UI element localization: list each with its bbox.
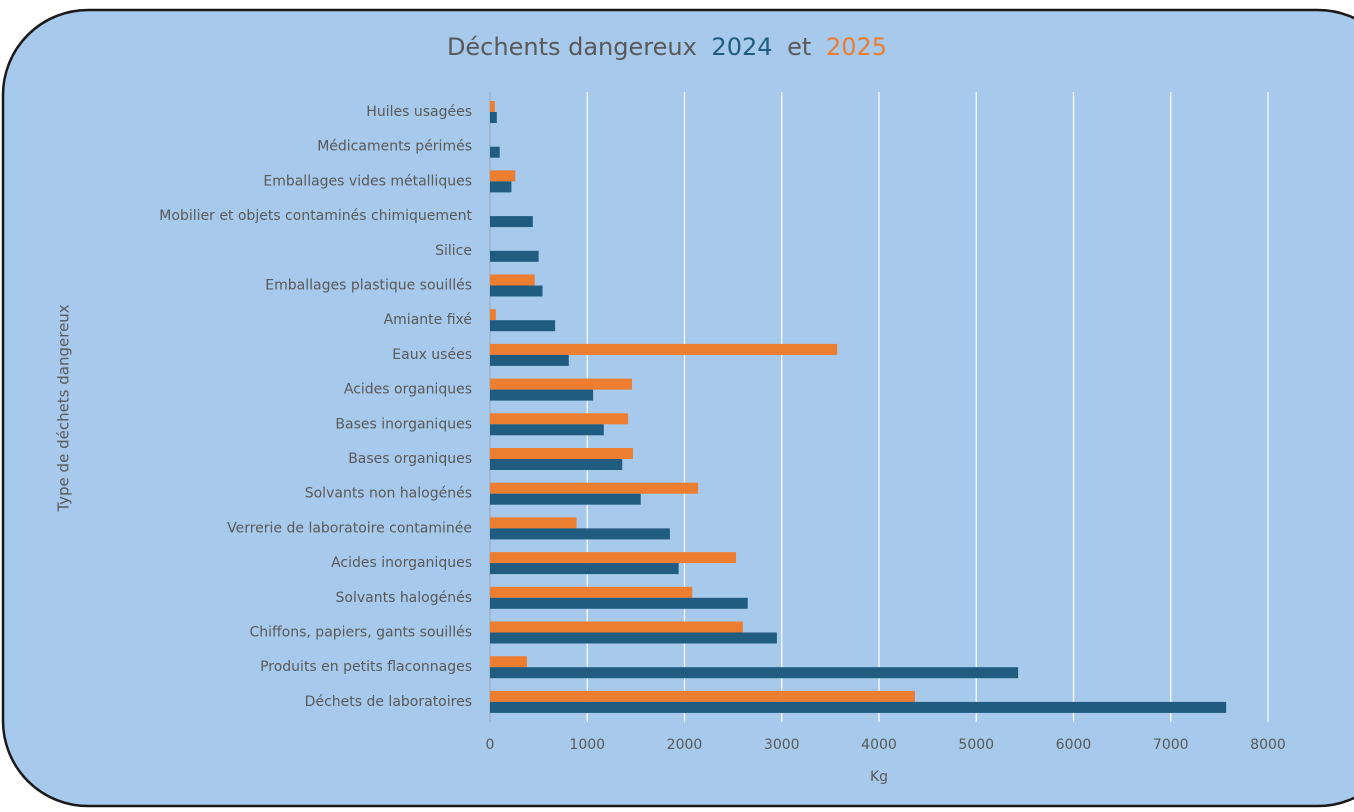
y-tick-label: Amiante fixé	[384, 312, 472, 328]
y-tick-label: Silice	[435, 243, 472, 259]
bar	[490, 112, 497, 123]
y-tick-label: Produits en petits flaconnages	[260, 659, 472, 675]
x-tick-label: 0	[486, 737, 495, 753]
bar	[490, 656, 527, 668]
bar	[490, 448, 633, 459]
bar	[490, 563, 679, 575]
title-joiner: et	[787, 33, 811, 61]
x-tick-label: 7000	[1153, 737, 1189, 753]
y-tick-label: Emballages plastique souillés	[265, 278, 472, 294]
y-tick-label: Déchets de laboratoires	[305, 694, 472, 710]
bar	[490, 274, 535, 286]
x-tick-label: 6000	[1056, 737, 1092, 753]
bar	[490, 424, 604, 436]
y-tick-label: Chiffons, papiers, gants souillés	[249, 625, 472, 641]
chart-background	[1, 8, 1354, 808]
y-tick-label: Bases inorganiques	[335, 416, 472, 432]
y-tick-label: Acides inorganiques	[331, 555, 472, 571]
bar	[490, 285, 543, 297]
bar	[490, 517, 577, 529]
y-tick-label: Médicaments périmés	[317, 139, 472, 155]
y-axis-label: Type de déchets dangereux	[55, 304, 73, 512]
bar	[490, 309, 496, 321]
bar	[490, 216, 533, 228]
title-2025: 2025	[826, 33, 887, 61]
bar	[490, 170, 516, 182]
bar	[490, 320, 556, 332]
bar	[490, 459, 623, 470]
y-tick-label: Huiles usagées	[366, 104, 472, 120]
bar	[490, 621, 743, 633]
bar	[490, 181, 512, 193]
chart-title: Déchents dangereux 2024 et 2025	[447, 33, 887, 61]
y-tick-label: Emballages vides métalliques	[263, 173, 472, 189]
y-tick-label: Bases organiques	[348, 451, 472, 467]
bar	[490, 389, 594, 401]
bar	[490, 354, 569, 366]
x-tick-label: 5000	[958, 737, 994, 753]
y-tick-label: Acides organiques	[344, 382, 472, 398]
x-tick-label: 3000	[764, 737, 800, 753]
x-axis-label: Kg	[870, 769, 888, 785]
y-tick-label: Verrerie de laboratoire contaminée	[227, 520, 472, 536]
title-text: Déchents dangereux	[447, 33, 697, 61]
bar	[490, 493, 641, 505]
bar	[490, 101, 495, 112]
bar	[490, 250, 539, 262]
y-tick-label: Solvants non halogénés	[305, 486, 472, 502]
bar	[490, 632, 777, 644]
bar	[490, 586, 693, 598]
x-tick-label: 8000	[1250, 737, 1286, 753]
bar	[490, 146, 500, 158]
x-tick-label: 4000	[861, 737, 897, 753]
x-tick-label: 1000	[569, 737, 605, 753]
bar	[490, 343, 838, 355]
bar	[490, 701, 1227, 713]
bar	[490, 413, 629, 425]
title-2024: 2024	[711, 33, 772, 61]
bar	[490, 378, 632, 390]
x-tick-label: 2000	[667, 737, 703, 753]
y-tick-label: Mobilier et objets contaminés chimiqueme…	[159, 208, 472, 224]
bar	[490, 597, 748, 609]
bar	[490, 667, 1019, 679]
bar	[490, 482, 699, 494]
bar	[490, 528, 670, 540]
bar	[490, 690, 915, 702]
y-tick-label: Solvants halogénés	[336, 590, 473, 606]
bar	[490, 552, 737, 564]
y-tick-label: Eaux usées	[392, 347, 472, 363]
